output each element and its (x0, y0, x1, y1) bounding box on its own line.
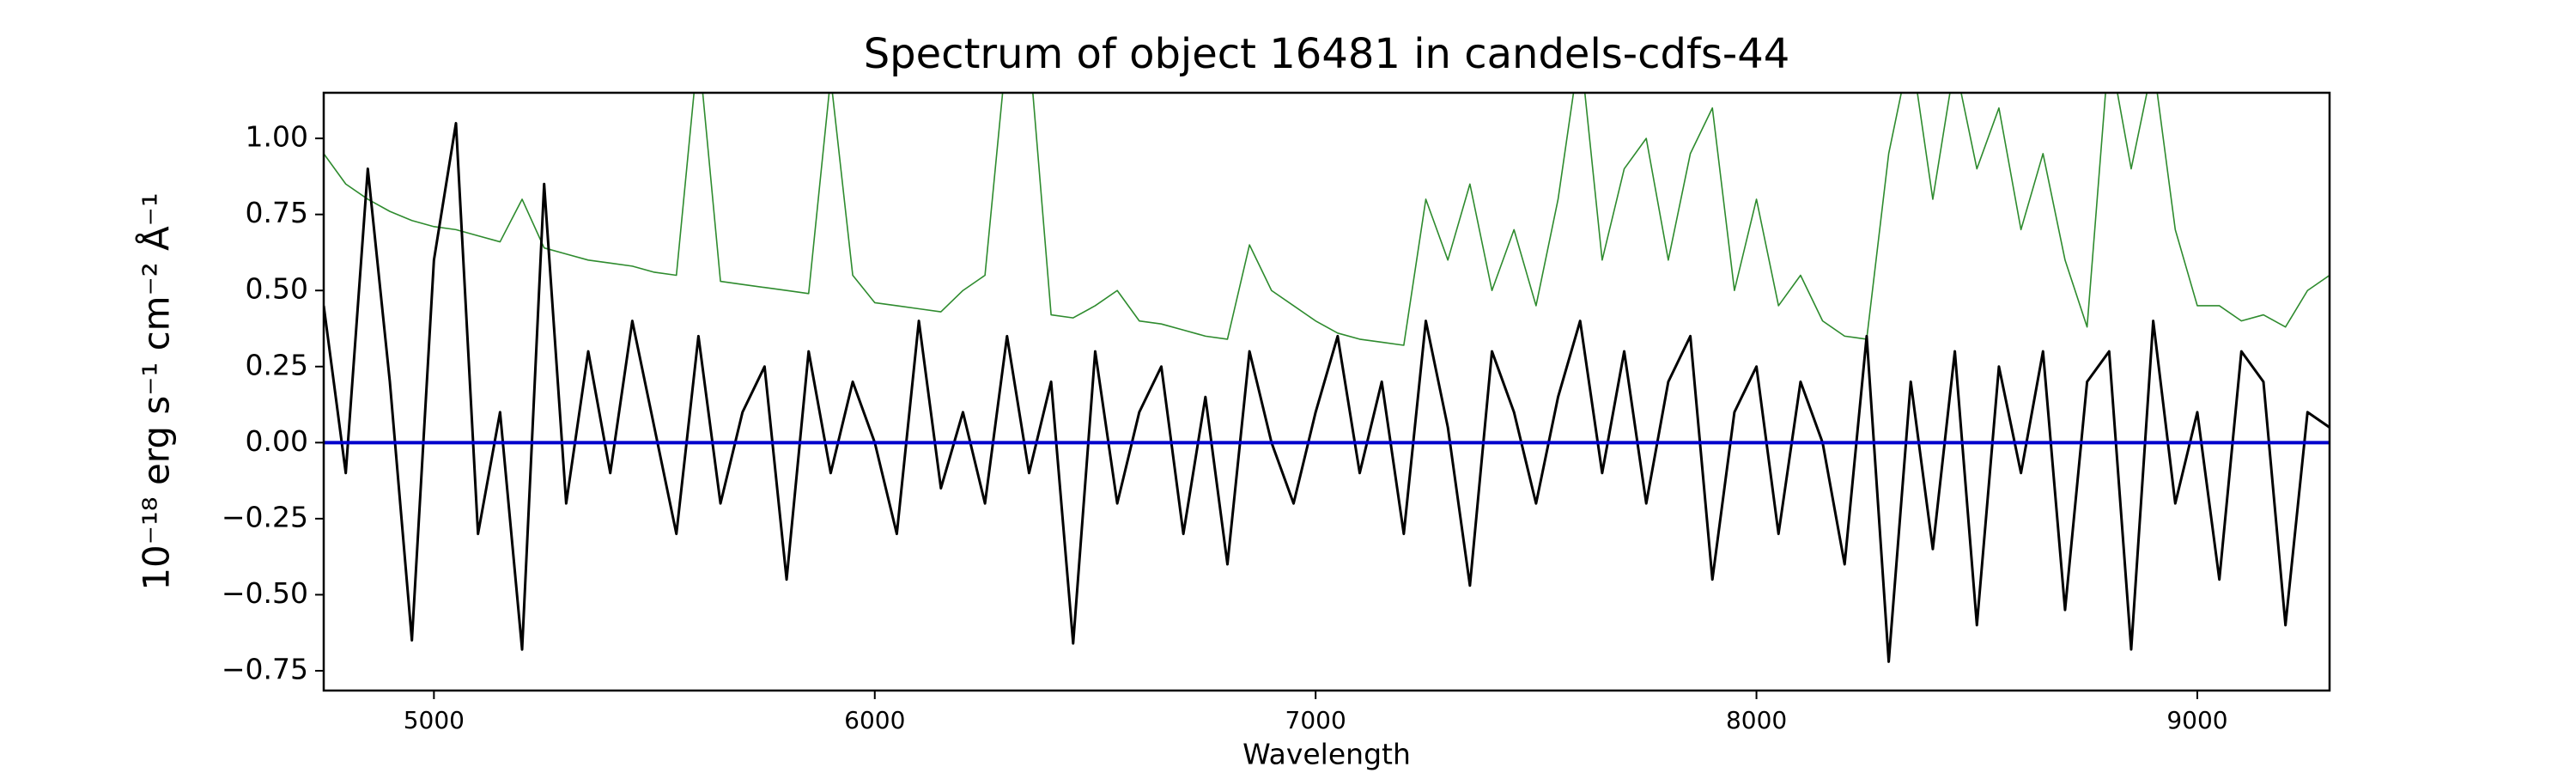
y-tick-label: −0.50 (222, 576, 308, 610)
x-tick-label: 8000 (1726, 706, 1787, 734)
y-tick-label: −0.25 (222, 500, 308, 533)
y-tick-label: 0.00 (246, 424, 308, 458)
y-tick-label: 0.75 (246, 196, 308, 229)
x-tick-label: 6000 (844, 706, 905, 734)
y-tick-label: 0.50 (246, 272, 308, 306)
y-tick-label: 0.25 (246, 348, 308, 381)
spectrum-line (324, 93, 2330, 346)
x-axis-label: Wavelength (1242, 738, 1411, 771)
y-tick-label: −0.75 (222, 652, 308, 685)
y-axis-label: 10⁻¹⁸ erg s⁻¹ cm⁻² Å⁻¹ (135, 192, 178, 590)
plot-area (324, 93, 2330, 663)
axes-frame (322, 91, 2331, 692)
x-tick-label: 5000 (404, 706, 465, 734)
spectrum-line (324, 121, 2330, 663)
x-tick-label: 7000 (1285, 706, 1346, 734)
chart-title: Spectrum of object 16481 in candels-cdfs… (864, 30, 1790, 78)
y-tick-label: 1.00 (246, 120, 308, 154)
x-tick-label: 9000 (2166, 706, 2227, 734)
